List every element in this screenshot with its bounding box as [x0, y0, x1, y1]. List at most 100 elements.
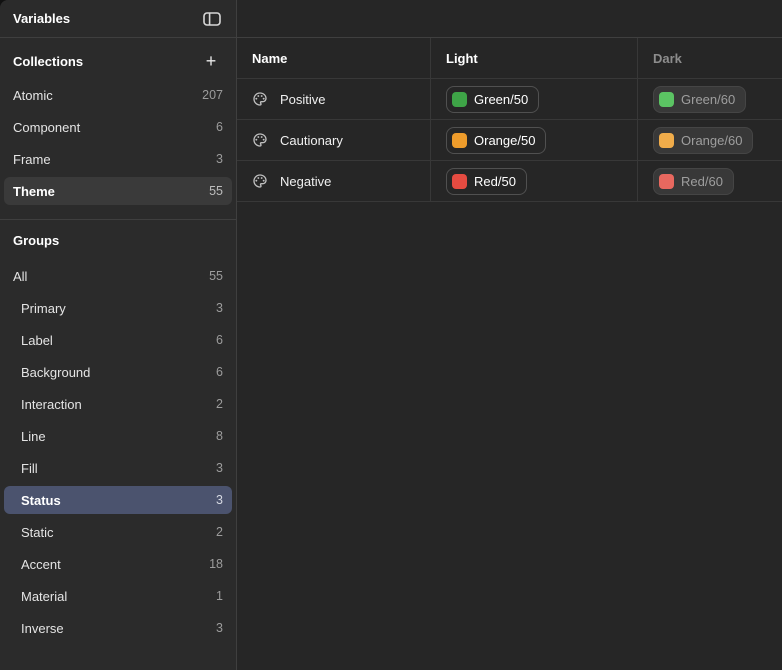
column-header-dark: Dark: [637, 38, 782, 78]
color-swatch: [659, 173, 674, 189]
item-label: Accent: [21, 556, 61, 572]
plus-icon: +: [205, 51, 217, 71]
groups-header: Groups: [0, 225, 236, 255]
item-count: 1: [216, 589, 223, 603]
sidebar-item-background[interactable]: Background 6: [4, 358, 232, 386]
item-label: Theme: [13, 183, 55, 199]
collections-header: Collections +: [0, 46, 236, 76]
light-value-chip[interactable]: Red/50: [446, 167, 527, 195]
light-value-cell: Green/50: [430, 79, 637, 119]
item-count: 3: [216, 461, 223, 475]
item-label: Label: [21, 332, 53, 348]
item-label: Interaction: [21, 396, 82, 412]
item-count: 2: [216, 525, 223, 539]
item-count: 6: [216, 365, 223, 379]
item-label: Component: [13, 119, 81, 135]
sidebar-item-status[interactable]: Status 3: [4, 486, 232, 514]
item-count: 3: [216, 301, 223, 315]
color-swatch: [659, 91, 674, 107]
sidebar-item-primary[interactable]: Primary 3: [4, 294, 232, 322]
variable-name-cell: Negative: [237, 161, 430, 201]
dark-value-cell: Red/60: [637, 161, 782, 201]
collections-label: Collections: [13, 53, 84, 69]
variable-name: Negative: [280, 173, 332, 189]
color-swatch: [452, 132, 467, 148]
color-swatch: [659, 132, 674, 148]
sidebar-item-static[interactable]: Static 2: [4, 518, 232, 546]
variable-name-cell: Cautionary: [237, 120, 430, 160]
color-swatch: [452, 173, 467, 189]
item-label: Inverse: [21, 620, 64, 636]
groups-list: All 55 Primary 3 Label 6 Background 6 In…: [0, 262, 236, 642]
variable-name: Positive: [280, 91, 326, 107]
item-count: 55: [209, 184, 223, 198]
sidebar-item-fill[interactable]: Fill 3: [4, 454, 232, 482]
item-label: Status: [21, 492, 61, 508]
sidebar: Variables Collections + Atomic: [0, 0, 237, 670]
item-count: 18: [209, 557, 223, 571]
sidebar-item-component[interactable]: Component 6: [4, 113, 232, 141]
table-row[interactable]: Positive Green/50 Green/60: [237, 79, 782, 120]
sidebar-header: Variables: [0, 0, 236, 38]
add-collection-button[interactable]: +: [199, 49, 223, 73]
item-count: 6: [216, 333, 223, 347]
sidebar-item-theme[interactable]: Theme 55: [4, 177, 232, 205]
dark-value-chip[interactable]: Orange/60: [653, 126, 754, 154]
color-swatch: [452, 91, 467, 107]
variable-name-cell: Positive: [237, 79, 430, 119]
table-row[interactable]: Negative Red/50 Red/60: [237, 161, 782, 202]
table-row[interactable]: Cautionary Orange/50 Orange/60: [237, 120, 782, 161]
item-label: All: [13, 268, 28, 284]
item-label: Fill: [21, 460, 38, 476]
item-count: 55: [209, 269, 223, 283]
item-label: Atomic: [13, 87, 53, 103]
panel-toggle-button[interactable]: [200, 7, 224, 31]
light-value-cell: Red/50: [430, 161, 637, 201]
item-count: 207: [202, 88, 223, 102]
variables-table-panel: Name Light Dark Positive: [237, 0, 782, 670]
table-header-row: Name Light Dark: [237, 38, 782, 79]
light-value-cell: Orange/50: [430, 120, 637, 160]
column-header-name: Name: [252, 50, 288, 66]
item-count: 2: [216, 397, 223, 411]
sidebar-item-inverse[interactable]: Inverse 3: [4, 614, 232, 642]
sidebar-item-label[interactable]: Label 6: [4, 326, 232, 354]
dark-value-chip[interactable]: Red/60: [653, 167, 734, 195]
item-label: Static: [21, 524, 54, 540]
sidebar-item-material[interactable]: Material 1: [4, 582, 232, 610]
item-label: Material: [21, 588, 68, 604]
dark-value-cell: Orange/60: [637, 120, 782, 160]
dark-value-cell: Green/60: [637, 79, 782, 119]
sidebar-item-accent[interactable]: Accent 18: [4, 550, 232, 578]
sidebar-item-atomic[interactable]: Atomic 207: [4, 81, 232, 109]
palette-icon: [253, 133, 267, 147]
sidebar-item-interaction[interactable]: Interaction 2: [4, 390, 232, 418]
sidebar-item-line[interactable]: Line 8: [4, 422, 232, 450]
variable-name: Cautionary: [280, 132, 343, 148]
collections-section: Collections + Atomic 207 Component 6 Fra…: [0, 38, 236, 209]
panel-title: Variables: [13, 11, 71, 26]
dark-value-chip[interactable]: Green/60: [653, 85, 747, 113]
groups-section: Groups All 55 Primary 3 Label 6 Backgrou…: [0, 220, 236, 646]
column-header-light: Light: [430, 38, 637, 78]
palette-icon: [253, 92, 267, 106]
groups-label: Groups: [13, 232, 60, 248]
light-value-chip[interactable]: Green/50: [446, 85, 540, 113]
light-value-chip[interactable]: Orange/50: [446, 126, 547, 154]
sidebar-item-all[interactable]: All 55: [4, 262, 232, 290]
palette-icon: [253, 174, 267, 188]
sidebar-item-frame[interactable]: Frame 3: [4, 145, 232, 173]
item-label: Frame: [13, 151, 51, 167]
sidebar-divider: [0, 219, 236, 220]
item-count: 3: [216, 621, 223, 635]
main-topbar: [237, 0, 782, 38]
collections-list: Atomic 207 Component 6 Frame 3 Theme 55: [0, 81, 236, 205]
item-label: Primary: [21, 300, 66, 316]
sidebar-toggle-icon: [203, 11, 221, 26]
item-label: Line: [21, 428, 46, 444]
item-count: 8: [216, 429, 223, 443]
item-label: Background: [21, 364, 91, 380]
item-count: 6: [216, 120, 223, 134]
variables-table: Name Light Dark Positive: [237, 38, 782, 202]
